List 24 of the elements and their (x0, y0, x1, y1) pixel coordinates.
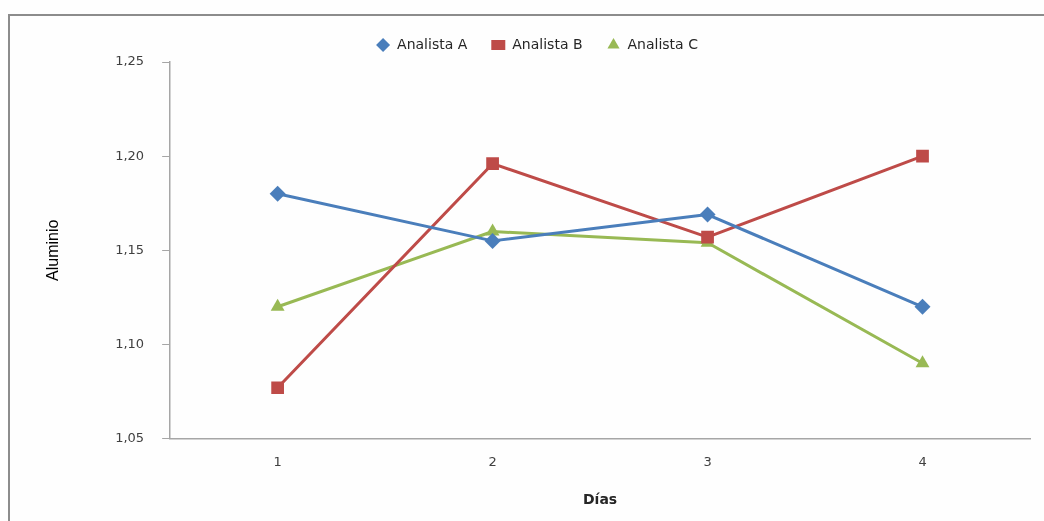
point (914, 298, 931, 315)
x-tick-label: 2 (488, 453, 497, 469)
point (270, 298, 285, 311)
point (701, 230, 714, 244)
x-tick-label: 4 (918, 453, 927, 469)
x-tick-label: 3 (703, 453, 712, 469)
y-tick-label: 1,05 (115, 429, 145, 445)
y-tick-label: 1,15 (115, 241, 145, 257)
legend-label: Analista C (627, 35, 699, 52)
legend-label: Analista B (512, 35, 583, 52)
point (269, 185, 286, 202)
legend-label: Analista A (397, 35, 468, 52)
y-tick-label: 1,20 (115, 147, 145, 163)
x-axis-title: Días (582, 491, 618, 508)
y-tick-label: 1,25 (115, 53, 145, 69)
point (699, 206, 716, 223)
y-tick-label: 1,10 (115, 335, 145, 351)
point (486, 157, 499, 171)
y-axis-title: Aluminio (44, 219, 62, 281)
point (916, 149, 929, 163)
x-tick-label: 1 (273, 453, 282, 469)
point (915, 355, 930, 368)
point (484, 232, 501, 249)
point (271, 381, 284, 395)
